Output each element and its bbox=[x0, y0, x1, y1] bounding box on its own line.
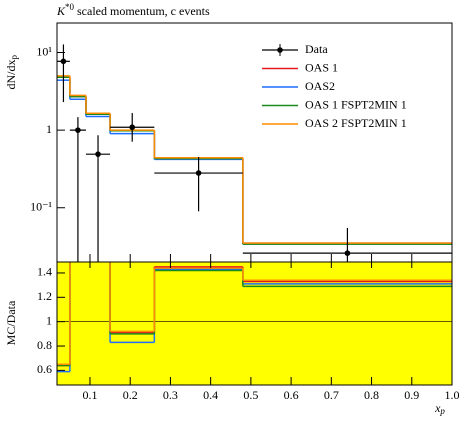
y-tick-label: 1 bbox=[46, 122, 52, 136]
legend-swatch bbox=[277, 47, 283, 53]
data-point bbox=[195, 170, 202, 176]
y-tick-label: 10⁻¹ bbox=[30, 199, 52, 213]
y-tick-label: 1.4 bbox=[37, 265, 52, 279]
x-tick-label: 1.0 bbox=[445, 388, 460, 402]
legend-label: OAS 2 FSPT2MIN 1 bbox=[305, 116, 407, 130]
uncertainty-band bbox=[57, 262, 452, 385]
ratio-axis-label: MC/Data bbox=[4, 300, 18, 345]
data-point bbox=[60, 58, 67, 65]
y-tick-label: 1 bbox=[46, 313, 52, 327]
data-point bbox=[129, 124, 136, 131]
x-tick-label: 0.2 bbox=[123, 388, 138, 402]
x-tick-label: 0.5 bbox=[243, 388, 258, 402]
y-tick-label: 1.2 bbox=[37, 289, 52, 303]
x-tick-label: 0.4 bbox=[203, 388, 218, 402]
ratio-plot bbox=[57, 262, 452, 385]
ratio-frame bbox=[56, 261, 453, 386]
y-tick-label: 0.8 bbox=[37, 338, 52, 352]
data-point bbox=[344, 250, 351, 256]
legend-label: OAS 1 FSPT2MIN 1 bbox=[305, 97, 407, 111]
legend-label: OAS2 bbox=[305, 79, 335, 93]
chart-title: K*0 scaled momentum, c events bbox=[56, 2, 210, 18]
x-tick-label: 0.8 bbox=[364, 388, 379, 402]
legend-label: OAS 1 bbox=[305, 60, 338, 74]
main-frame bbox=[56, 22, 453, 263]
main-plot bbox=[57, 44, 452, 262]
x-tick-label: 0.6 bbox=[284, 388, 299, 402]
x-tick-label: 0.9 bbox=[404, 388, 419, 402]
x-tick-label: 0.1 bbox=[82, 388, 97, 402]
y-tick-label: 0.6 bbox=[37, 362, 52, 376]
x-tick-label: 0.3 bbox=[163, 388, 178, 402]
x-tick-label: 0.7 bbox=[324, 388, 339, 402]
legend-label: Data bbox=[305, 42, 328, 56]
y-axis-label: dN/dxp bbox=[4, 55, 19, 90]
y-tick-label: 10¹ bbox=[36, 44, 52, 58]
x-axis-label: xp bbox=[434, 401, 445, 416]
data-point bbox=[75, 127, 81, 133]
data-point bbox=[95, 151, 101, 157]
axes: 10¹ 1 10⁻¹ 0.6 0.8 1 1.2 1.4 0.1 0.2 0.3 0.4 0.5 0.6 0… bbox=[30, 42, 459, 402]
